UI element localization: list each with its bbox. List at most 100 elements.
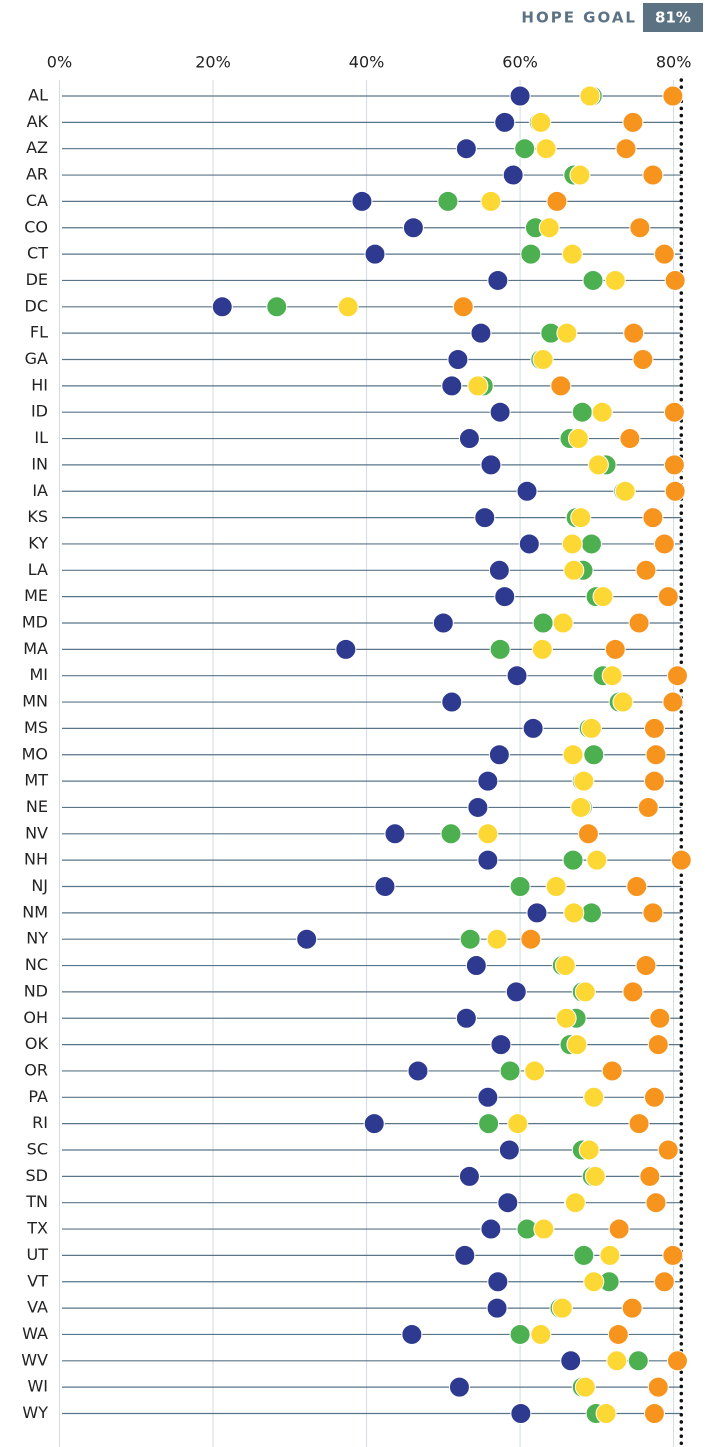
dot [632, 349, 654, 370]
dot [583, 1086, 605, 1108]
dot [586, 849, 608, 871]
category-label: WI [27, 1377, 48, 1396]
dot [612, 691, 634, 713]
dot [516, 480, 538, 502]
dot [480, 190, 502, 212]
dot [526, 902, 548, 924]
dot [452, 296, 474, 318]
dot [506, 665, 528, 687]
category-label: MI [29, 665, 48, 684]
dot [664, 269, 686, 291]
dot [573, 770, 595, 792]
category-label: WY [22, 1403, 48, 1422]
dot [337, 296, 359, 318]
dot [555, 1007, 577, 1029]
goal-box [643, 3, 703, 32]
dot [582, 269, 604, 291]
dot [465, 955, 487, 977]
dot [384, 823, 406, 845]
dot [607, 1323, 629, 1345]
dot [615, 138, 637, 160]
dot [467, 375, 489, 397]
dot [649, 1007, 671, 1029]
dot [642, 507, 664, 529]
dot [663, 401, 685, 423]
category-label: UT [27, 1245, 49, 1264]
dot [489, 401, 511, 423]
dot [454, 1244, 476, 1266]
dot [647, 1376, 669, 1398]
category-label: OK [25, 1034, 49, 1053]
dot [530, 1323, 552, 1345]
dot [653, 1271, 675, 1293]
dot [499, 1060, 521, 1082]
dot [487, 269, 509, 291]
dot [552, 612, 574, 634]
dot [488, 744, 510, 766]
category-label: NJ [31, 876, 48, 895]
dot [604, 638, 626, 660]
dot [643, 1086, 665, 1108]
dot [662, 85, 684, 107]
category-label: RI [32, 1113, 48, 1132]
category-label: SD [26, 1166, 48, 1185]
dot [531, 638, 553, 660]
dot [626, 876, 648, 897]
category-label: AR [26, 165, 48, 184]
dot [560, 1350, 582, 1372]
dot [608, 1218, 630, 1240]
dot [364, 243, 386, 265]
dot [622, 111, 644, 133]
category-label: NM [22, 902, 48, 921]
dot [441, 375, 463, 397]
dot [530, 111, 552, 133]
dot [561, 533, 583, 555]
dot [580, 902, 602, 924]
dot [402, 217, 424, 239]
dot [502, 164, 524, 186]
category-label: SC [27, 1140, 48, 1159]
dot [474, 507, 496, 529]
dot [567, 428, 589, 450]
dot [335, 638, 357, 660]
dot [520, 243, 542, 265]
dot [653, 533, 675, 555]
dot [601, 665, 623, 687]
category-label: MA [23, 639, 48, 658]
dot [524, 1060, 546, 1082]
dot [614, 480, 636, 502]
category-label: MS [24, 718, 48, 737]
category-label: HI [31, 375, 48, 394]
dot [505, 981, 527, 1003]
x-tick-label: 60% [502, 53, 538, 72]
dot [520, 928, 542, 950]
category-label: KS [27, 507, 48, 526]
dot [556, 322, 578, 344]
dot [662, 691, 684, 713]
dot [490, 1034, 512, 1056]
category-label: OR [24, 1060, 48, 1079]
dot [601, 1060, 623, 1082]
dot [643, 717, 665, 739]
dot [628, 612, 650, 634]
dot [627, 1350, 649, 1372]
dot [639, 1165, 661, 1187]
dot [642, 164, 664, 186]
dot [635, 955, 657, 977]
category-label: DC [25, 296, 49, 315]
category-label: ME [24, 586, 48, 605]
dot [583, 744, 605, 766]
category-label: AK [27, 112, 49, 131]
dot [606, 1350, 628, 1372]
dot [467, 796, 489, 818]
dot [477, 1086, 499, 1108]
dot [538, 217, 560, 239]
category-label: NC [25, 955, 48, 974]
category-label: DE [26, 270, 48, 289]
goal-label: 81% [655, 9, 691, 27]
dot [657, 1139, 679, 1161]
category-label: MO [22, 744, 48, 763]
dot [507, 1113, 529, 1135]
category-label: CO [24, 217, 48, 236]
